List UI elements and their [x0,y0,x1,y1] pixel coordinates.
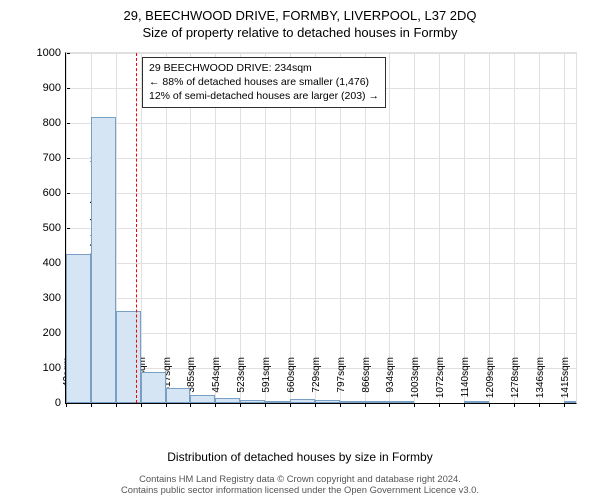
gridline-vertical [514,53,515,403]
histogram-bar [464,401,489,403]
histogram-bar [365,401,390,403]
gridline-horizontal [66,298,576,299]
histogram-bar [141,372,166,403]
y-tick-label: 300 [43,292,66,304]
gridline-horizontal [66,193,576,194]
gridline-vertical [489,53,490,403]
histogram-bar [91,117,116,403]
histogram-bar [240,400,265,403]
histogram-bar [315,400,340,404]
marker-line [136,53,137,403]
footer-line2: Contains public sector information licen… [0,484,600,496]
x-tick-label: 1140sqm [460,357,471,407]
histogram-bar [290,399,315,403]
y-tick-label: 800 [43,117,66,129]
x-tick-label: 1415sqm [560,357,571,407]
y-tick-label: 200 [43,327,66,339]
y-tick-label: 700 [43,152,66,164]
gridline-horizontal [66,123,576,124]
histogram-bar [66,254,91,403]
gridline-horizontal [66,158,576,159]
annotation-line3: 12% of semi-detached houses are larger (… [149,89,379,103]
annotation-box: 29 BEECHWOOD DRIVE: 234sqm← 88% of detac… [142,57,386,108]
histogram-chart: 0100200300400500600700800900100042sqm111… [65,52,575,402]
histogram-bar [564,401,576,403]
x-tick-label: 1209sqm [485,357,496,407]
gridline-vertical [464,53,465,403]
histogram-bar [389,401,414,403]
annotation-line1: 29 BEECHWOOD DRIVE: 234sqm [149,61,379,75]
gridline-vertical [389,53,390,403]
histogram-bar [215,398,240,403]
x-tick-label: 934sqm [385,357,396,407]
footer-line1: Contains HM Land Registry data © Crown c… [0,473,600,485]
x-tick-label: 1278sqm [510,357,521,407]
y-tick-label: 500 [43,222,66,234]
x-tick-label: 1072sqm [435,357,446,407]
y-tick-label: 900 [43,82,66,94]
gridline-horizontal [66,228,576,229]
y-tick-label: 1000 [37,47,66,59]
gridline-horizontal [66,263,576,264]
x-tick-label: 1346sqm [535,357,546,407]
histogram-bar [340,401,365,403]
gridline-horizontal [66,333,576,334]
x-axis-label: Distribution of detached houses by size … [0,450,600,464]
x-tick-label: 1003sqm [410,357,421,407]
gridline-vertical [414,53,415,403]
y-tick-label: 600 [43,187,66,199]
gridline-horizontal [66,53,576,54]
histogram-bar [116,311,141,403]
plot-region: 0100200300400500600700800900100042sqm111… [65,52,577,404]
gridline-vertical [564,53,565,403]
page-title: 29, BEECHWOOD DRIVE, FORMBY, LIVERPOOL, … [0,0,600,23]
gridline-vertical [439,53,440,403]
annotation-line2: ← 88% of detached houses are smaller (1,… [149,75,379,89]
y-tick-label: 400 [43,257,66,269]
gridline-vertical [539,53,540,403]
histogram-bar [190,395,215,403]
histogram-bar [166,388,191,403]
page-subtitle: Size of property relative to detached ho… [0,23,600,40]
copyright-footer: Contains HM Land Registry data © Crown c… [0,473,600,497]
x-tick-label: 866sqm [361,357,372,407]
histogram-bar [265,401,290,403]
